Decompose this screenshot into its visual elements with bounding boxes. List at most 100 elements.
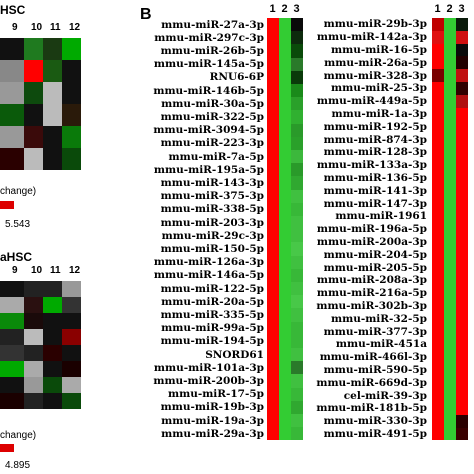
- heatmap-cell: [444, 120, 456, 134]
- left-bottom-cell: [24, 329, 43, 345]
- heatmap-cell: [291, 216, 303, 230]
- mirna-label: mmu-miR-205-5p: [323, 261, 427, 274]
- heatmap-cell: [291, 321, 303, 335]
- left-top-cell: [43, 126, 62, 148]
- heatmap-cell: [444, 389, 456, 402]
- mirna-label: mmu-miR-19a-3p: [161, 414, 264, 427]
- heatmap-cell: [267, 255, 279, 269]
- heatmap-cell: [456, 235, 468, 249]
- heatmap-cell: [291, 308, 303, 322]
- left-bottom-cell: [43, 393, 62, 409]
- heatmap-cell: [279, 57, 291, 71]
- heatmap-cell: [279, 334, 291, 348]
- heatmap-cell: [279, 18, 291, 32]
- mirna-label: mmu-miR-328-3p: [323, 69, 427, 82]
- heatmap-cell: [432, 350, 444, 364]
- heatmap-cell: [279, 44, 291, 58]
- left-bottom-cell: [24, 377, 43, 393]
- left-bottom-cell: [62, 361, 81, 377]
- heatmap-cell: [279, 84, 291, 98]
- left-bottom-cell: [43, 345, 62, 361]
- heatmap-cell: [267, 295, 279, 309]
- left-bottom-cell: [0, 313, 24, 329]
- heatmap-cell: [291, 414, 303, 428]
- heatmap-cell: [444, 171, 456, 185]
- heatmap-cell: [267, 216, 279, 230]
- heatmap-cell: [444, 210, 456, 223]
- left-bottom-cell: [62, 313, 81, 329]
- mirna-label: mmu-miR-26b-5p: [160, 45, 264, 57]
- mirna-label: mmu-miR-27a-3p: [161, 18, 264, 31]
- heatmap-cell: [267, 136, 279, 150]
- heatmap-cell: [291, 136, 303, 150]
- legend-bottom-max: 4.895: [5, 460, 31, 471]
- mirna-label: mmu-miR-590-5p: [323, 364, 427, 376]
- heatmap-cell: [444, 414, 456, 428]
- heatmap-cell: [279, 110, 291, 124]
- left-bottom-cell: [24, 281, 43, 297]
- heatmap-cell: [444, 82, 456, 95]
- mirna-label: mmu-miR-29b-3p: [323, 18, 427, 31]
- heatmap-cell: [432, 146, 444, 159]
- left-title-top: HSC: [0, 3, 26, 17]
- mirna-label: mmu-miR-216a-5p: [316, 287, 427, 300]
- heatmap-cell: [456, 312, 468, 326]
- heatmap-cell: [444, 325, 456, 338]
- heatmap-cell: [432, 158, 444, 172]
- heatmap-cell: [279, 216, 291, 230]
- heatmap-col-header: 3: [458, 3, 465, 15]
- mirna-label: RNU6-6P: [209, 71, 264, 84]
- heatmap-cell: [291, 176, 303, 190]
- heatmap-cell: [267, 427, 279, 441]
- heatmap-col-header: 1: [269, 3, 276, 15]
- mirna-label: mmu-miR-146a-5p: [153, 269, 264, 282]
- heatmap-cell: [279, 136, 291, 150]
- heatmap-cell: [432, 363, 444, 377]
- heatmap-cell: [267, 242, 279, 256]
- heatmap-cell: [456, 261, 468, 274]
- heatmap-cell: [456, 133, 468, 146]
- heatmap-cell: [432, 30, 444, 44]
- heatmap-cell: [291, 57, 303, 71]
- heatmap-cell: [291, 229, 303, 243]
- mirna-label: mmu-miR-200a-3p: [316, 236, 427, 248]
- heatmap-cell: [432, 338, 444, 351]
- heatmap-cell: [456, 82, 468, 95]
- mirna-label: mmu-miR-30a-5p: [161, 97, 264, 110]
- heatmap-cell: [279, 150, 291, 164]
- heatmap-cell: [291, 295, 303, 309]
- heatmap-cell: [267, 18, 279, 32]
- left-bottom-cell: [43, 297, 62, 313]
- heatmap-cell: [279, 414, 291, 428]
- left-bottom-col-label: 10: [31, 265, 43, 276]
- heatmap-cell: [291, 123, 303, 137]
- left-bottom-cell: [0, 281, 24, 297]
- heatmap-cell: [456, 427, 468, 441]
- mirna-label: mmu-miR-17-5p: [167, 388, 264, 401]
- left-top-cell: [24, 126, 43, 148]
- heatmap-cell: [279, 348, 291, 362]
- left-top-cell: [0, 126, 24, 148]
- mirna-label: mmu-miR-147-3p: [323, 197, 427, 210]
- heatmap-cell: [267, 308, 279, 322]
- heatmap-cell: [279, 374, 291, 388]
- heatmap-cell: [432, 171, 444, 185]
- left-title-bottom: aHSC: [0, 250, 33, 264]
- heatmap-cell: [444, 338, 456, 351]
- heatmap-cell: [444, 56, 456, 70]
- heatmap-cell: [444, 248, 456, 262]
- left-top-cell: [0, 104, 24, 126]
- heatmap-cell: [267, 57, 279, 71]
- legend-top-label: change): [0, 186, 37, 197]
- left-top-cell: [62, 126, 81, 148]
- mirna-label: cel-miR-39-3p: [343, 389, 427, 402]
- heatmap-cell: [444, 427, 456, 441]
- heatmap-cell: [444, 69, 456, 82]
- heatmap-cell: [267, 361, 279, 375]
- mirna-label: mmu-miR-203-3p: [160, 216, 264, 229]
- heatmap-cell: [279, 70, 291, 84]
- heatmap-cell: [432, 222, 444, 236]
- left-bottom-cell: [24, 361, 43, 377]
- left-top-cell: [0, 60, 24, 82]
- heatmap-cell: [456, 389, 468, 402]
